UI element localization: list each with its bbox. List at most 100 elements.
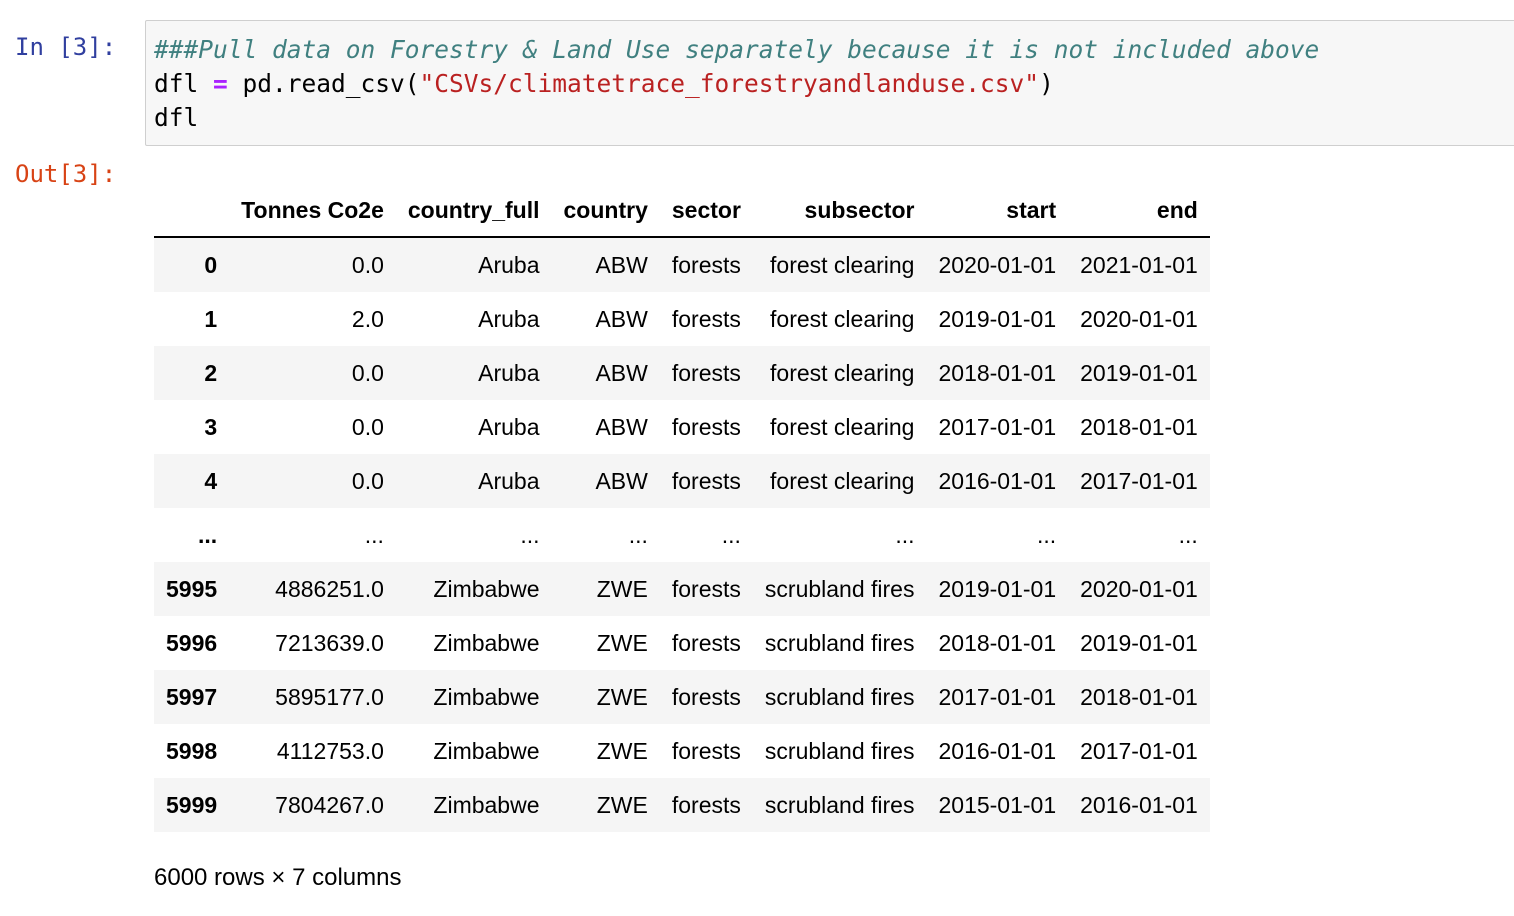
output-prompt: Out[3]: [15, 160, 117, 188]
table-cell: 2016-01-01 [1080, 791, 1198, 818]
code-text[interactable]: ###Pull data on Forestry & Land Use sepa… [154, 33, 1319, 135]
table-cell: ... [895, 521, 915, 548]
table-cell: forest clearing [770, 251, 915, 278]
table-row: 3 0.0 Aruba ABW forests forest clearing 2017-0… [154, 400, 1210, 454]
table-row: 5995 4886251.0 Zimbabwe ZWE forests scrubland… [154, 562, 1210, 616]
row-index: 5995 [166, 575, 218, 602]
column-header: country_full [395, 184, 552, 238]
index-header [154, 184, 230, 238]
table-cell: forests [671, 359, 741, 386]
table-cell: Aruba [478, 467, 540, 494]
table-cell: 2017-01-01 [1080, 467, 1198, 494]
table-cell: forests [671, 629, 741, 656]
row-index: 5999 [166, 791, 218, 818]
table-cell: 2018-01-01 [1080, 413, 1198, 440]
table-cell: 0.0 [351, 251, 384, 278]
table-cell: forests [671, 575, 741, 602]
dataframe-shape: 6000 rows × 7 columns [154, 864, 402, 891]
row-index: 2 [204, 359, 218, 386]
table-cell: scrubland fires [764, 737, 915, 764]
table-row: 5999 7804267.0 Zimbabwe ZWE forests scrubland… [154, 778, 1210, 832]
table-cell: 2017-01-01 [1080, 737, 1198, 764]
table-cell: ABW [595, 305, 648, 332]
row-index: 5998 [166, 737, 218, 764]
table-cell: Zimbabwe [433, 575, 540, 602]
table-cell: ZWE [596, 791, 648, 818]
row-index: 3 [204, 413, 218, 440]
column-header: sector [659, 184, 753, 238]
table-cell: ABW [595, 359, 648, 386]
table-cell: 2021-01-01 [1080, 251, 1198, 278]
table-cell: 4112753.0 [276, 737, 384, 764]
table-cell: 2019-01-01 [1080, 359, 1198, 386]
table-cell: ... [628, 521, 648, 548]
row-index: 4 [204, 467, 218, 494]
table-cell: forest clearing [770, 413, 915, 440]
table-cell: forests [671, 791, 741, 818]
row-index: 5996 [166, 629, 218, 656]
table-cell: 2019-01-01 [1080, 629, 1198, 656]
table-cell: 5895177.0 [275, 683, 384, 710]
table-cell: ... [520, 521, 540, 548]
table-cell: 2019-01-01 [938, 575, 1057, 602]
table-cell: ABW [595, 413, 648, 440]
column-header: country [551, 184, 660, 238]
table-cell: 7213639.0 [275, 629, 384, 656]
table-cell: ZWE [596, 629, 648, 656]
table-cell: scrubland fires [764, 629, 915, 656]
table-cell: scrubland fires [764, 791, 915, 818]
code-string: "CSVs/climatetrace_forestryandlanduse.cs… [419, 69, 1040, 98]
row-index: ... [198, 521, 218, 548]
table-cell: scrubland fires [764, 575, 915, 602]
table-cell: ZWE [596, 683, 648, 710]
row-index: 5997 [166, 683, 218, 710]
table-cell: Aruba [478, 305, 540, 332]
table-cell: 2015-01-01 [938, 791, 1057, 818]
code-operator: = [213, 69, 228, 98]
table-cell: 0.0 [351, 359, 384, 386]
input-prompt: In [3]: [15, 33, 117, 61]
table-cell: forest clearing [770, 305, 915, 332]
table-cell: ABW [595, 467, 648, 494]
table-cell: forest clearing [770, 359, 915, 386]
table-body: 0 0.0 Aruba ABW forests forest clearing 2020-0… [154, 237, 1210, 832]
table-cell: Zimbabwe [433, 629, 540, 656]
table-cell: 2020-01-01 [1080, 305, 1198, 332]
table-cell: ZWE [596, 737, 648, 764]
table-cell: Aruba [478, 359, 540, 386]
table-cell: 2017-01-01 [938, 683, 1057, 710]
table-cell: ... [1178, 521, 1198, 548]
table-cell: 2020-01-01 [1080, 575, 1198, 602]
table-cell: 2018-01-01 [1080, 683, 1198, 710]
column-header: start [926, 184, 1069, 238]
table-row: 2 0.0 Aruba ABW forests forest clearing 2018-0… [154, 346, 1210, 400]
column-header: Tonnes Co2e [229, 184, 396, 238]
table-row: 4 0.0 Aruba ABW forests forest clearing 2016-0… [154, 454, 1210, 508]
code-close-paren: ) [1039, 69, 1054, 98]
table-row: 1 2.0 Aruba ABW forests forest clearing 2019-0… [154, 292, 1210, 346]
code-variable: dfl [154, 69, 214, 98]
table-cell: 2018-01-01 [938, 629, 1057, 656]
table-row: 5998 4112753.0 Zimbabwe ZWE forests scrubland… [154, 724, 1210, 778]
table-cell: scrubland fires [764, 683, 915, 710]
table-cell: Zimbabwe [433, 683, 540, 710]
dataframe-table: Tonnes Co2e country_full country sector subs… [154, 184, 1210, 832]
table-cell: Zimbabwe [433, 791, 540, 818]
table-cell: ZWE [596, 575, 648, 602]
row-index: 0 [204, 251, 218, 278]
table-cell: forests [671, 305, 741, 332]
code-comment: ###Pull data on Forestry & Land Use sepa… [154, 35, 1320, 64]
table-cell: ... [1036, 521, 1057, 548]
table-cell: Aruba [478, 413, 540, 440]
table-cell: forest clearing [770, 467, 915, 494]
table-row: 5997 5895177.0 Zimbabwe ZWE forests scrubland… [154, 670, 1210, 724]
table-cell: forests [671, 737, 741, 764]
column-header: subsector [752, 184, 927, 238]
code-call: pd.read_csv( [227, 69, 420, 98]
table-cell: 0.0 [351, 413, 384, 440]
column-header: end [1068, 184, 1210, 238]
table-cell: 2.0 [351, 305, 384, 332]
code-cell-editor[interactable]: ###Pull data on Forestry & Land Use sepa… [145, 20, 1514, 146]
table-row: 5996 7213639.0 Zimbabwe ZWE forests scrubland… [154, 616, 1210, 670]
table-cell: forests [671, 413, 741, 440]
